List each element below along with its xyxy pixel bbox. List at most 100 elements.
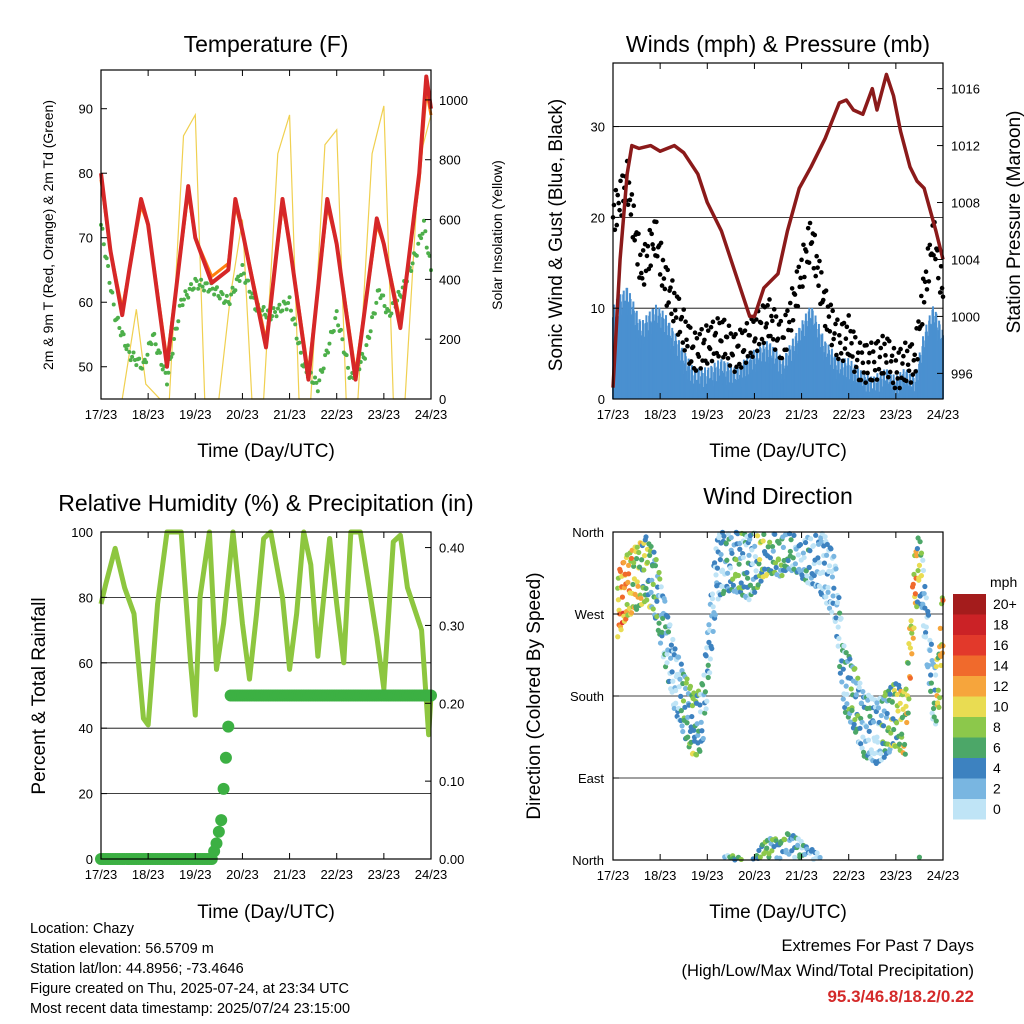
wind-gust-point: [874, 377, 880, 382]
x-tick-label: 22/23: [320, 867, 353, 882]
wind-direction-point: [925, 612, 932, 618]
x-tick-label: 18/23: [132, 407, 165, 422]
wind-direction-point: [730, 582, 736, 588]
dewpoint-point: [286, 300, 291, 305]
wind-gust-point: [690, 344, 696, 349]
y-tick-label: 600: [439, 213, 461, 228]
wind-gust-point: [734, 364, 739, 370]
wind-direction-point: [665, 629, 672, 635]
extremes-subheading: (High/Low/Max Wind/Total Precipitation): [681, 962, 974, 980]
wind-gust-point: [750, 354, 755, 360]
dewpoint-point: [271, 306, 276, 311]
wind-direction-point: [758, 578, 764, 584]
wind-direction-point: [650, 581, 656, 587]
wind-gust-point: [754, 317, 759, 322]
precipitation-point: [217, 782, 230, 795]
y-tick-label: 0.40: [439, 541, 464, 556]
wind-gust-point: [779, 355, 785, 361]
dewpoint-point: [327, 341, 332, 346]
wind-gust-point: [812, 232, 818, 238]
wind-direction-point: [806, 564, 812, 571]
dewpoint-point: [220, 292, 225, 297]
wind-direction-point: [615, 597, 621, 603]
wind-direction-point: [752, 543, 758, 549]
wind-gust-point: [828, 302, 834, 308]
wind-gust-point: [744, 320, 750, 326]
wind-direction-point: [673, 700, 679, 706]
wind-direction-point: [843, 650, 849, 656]
wind-direction-point: [623, 616, 629, 622]
dewpoint-point: [183, 289, 188, 294]
wind-gust-point: [806, 260, 812, 265]
wind-direction-point: [786, 851, 792, 857]
wind-gust-point: [895, 376, 901, 381]
wind-gust-point: [787, 300, 793, 306]
latlon-text: Station lat/lon: 44.8956; -73.4646: [30, 961, 244, 977]
wind-direction-point: [933, 718, 939, 724]
wind-direction-point: [920, 567, 927, 574]
temperature-plot-frame: [100, 69, 432, 400]
dewpoint-point: [363, 356, 367, 361]
wind-gust-point: [736, 343, 741, 349]
wind-direction-point: [633, 606, 640, 612]
y-tick-label: 30: [591, 120, 605, 135]
wind-gust-point: [921, 300, 927, 305]
wind-direction-point: [682, 704, 688, 710]
temperature-y-label: 2m & 9m T (Red, Orange) & 2m Td (Green): [40, 100, 56, 370]
wind-gust-point: [698, 366, 703, 371]
y-tick-label: 40: [79, 721, 93, 736]
legend-label: 18: [993, 617, 1009, 633]
wind-gust-point: [861, 370, 867, 375]
x-tick-label: 24/23: [927, 407, 960, 422]
wind-direction-point: [631, 563, 637, 569]
wind-direction-point: [865, 697, 871, 703]
wind-direction-point: [831, 553, 837, 559]
wind-direction-point: [756, 847, 762, 854]
wind-direction-point: [740, 554, 746, 561]
temperature-panel: Temperature (F) 17/23 18/23 19/23 20/23 21/2…: [40, 31, 505, 462]
wind-gust-point: [799, 257, 804, 263]
legend-label: 2: [993, 781, 1001, 797]
wind-direction-point: [747, 582, 754, 588]
x-tick-label: 18/23: [132, 867, 165, 882]
wind-direction-point: [728, 534, 734, 541]
wind-direction-point: [636, 549, 642, 556]
wind-gust-point: [748, 350, 753, 356]
wind-gust-point: [618, 178, 623, 184]
wind-direction-point: [767, 555, 773, 561]
wind-direction-point: [914, 553, 920, 559]
wind-gust-point: [677, 329, 683, 335]
dewpoint-point: [140, 366, 145, 371]
dewpoint-point: [160, 367, 165, 372]
y-tick-label: 80: [79, 590, 93, 605]
y-tick-label: 400: [439, 272, 461, 287]
wind-direction-point: [820, 569, 826, 575]
wind-gust-point: [709, 358, 715, 364]
wind-gust-point: [805, 225, 811, 231]
y-tick-label: 800: [439, 153, 461, 168]
wind-direction-point: [665, 614, 671, 620]
wind-direction-point: [631, 560, 637, 566]
wind-gust-point: [640, 248, 646, 253]
wind-gust-point: [853, 334, 858, 340]
wind-gust-point: [869, 340, 874, 346]
wind-direction-point: [746, 597, 752, 603]
temperature-title: Temperature (F): [184, 31, 349, 57]
wind-direction-point: [829, 609, 835, 615]
wind-gust-point: [922, 279, 928, 285]
dewpoint-point: [340, 337, 345, 342]
x-tick-label: 19/23: [691, 868, 724, 883]
wind-gust-point: [775, 336, 781, 342]
x-tick-label: 18/23: [644, 868, 677, 883]
wind-direction-point: [776, 540, 782, 546]
y-tick-label: 100: [71, 525, 93, 540]
wind-direction-point: [721, 588, 727, 594]
y-tick-label: 200: [439, 332, 461, 347]
wind-direction-point: [700, 735, 706, 742]
wind-direction-point: [736, 561, 742, 567]
wind-direction-point: [684, 676, 690, 682]
wind-gust-point: [666, 300, 671, 305]
wind-gust-point: [844, 324, 850, 330]
wind-direction-point: [775, 557, 781, 563]
dewpoint-point: [124, 347, 129, 352]
